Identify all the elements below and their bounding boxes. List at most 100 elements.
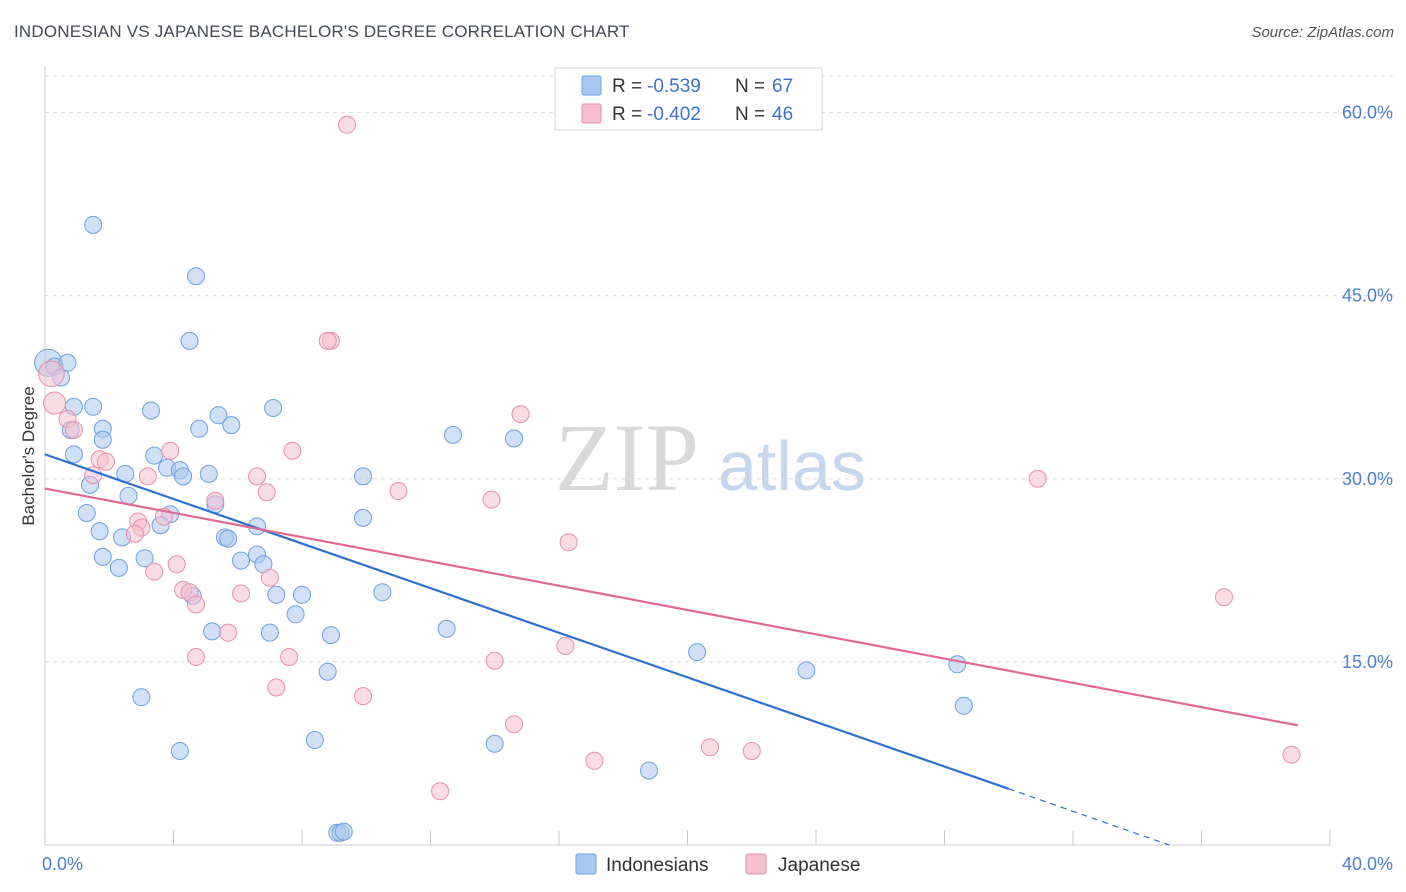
point-japanese-34 — [187, 648, 205, 666]
point-japanese-32 — [219, 623, 238, 642]
series-japanese-points — [38, 115, 1301, 801]
point-japanese-24 — [559, 533, 578, 552]
point-indonesians-44 — [505, 429, 523, 448]
legend-swatch-indonesians — [581, 75, 602, 96]
point-japanese-27 — [260, 568, 279, 587]
chart-title: INDONESIAN VS JAPANESE BACHELOR'S DEGREE… — [14, 22, 630, 41]
point-indonesians-48 — [373, 583, 392, 602]
point-indonesians-57 — [948, 655, 967, 674]
point-japanese-31 — [187, 595, 205, 614]
point-japanese-22 — [125, 524, 144, 543]
trendline-indonesians — [44, 453, 1010, 790]
point-indonesians-49 — [286, 605, 305, 624]
bottom-legend-swatch-indonesians — [575, 853, 597, 875]
ticks — [44, 830, 1331, 845]
point-indonesians-10 — [209, 406, 228, 425]
point-indonesians-9 — [142, 401, 160, 420]
legend-n-label-indonesians: N = — [735, 76, 765, 97]
point-indonesians-27 — [77, 504, 96, 522]
series-indonesians-points — [34, 215, 973, 842]
point-indonesians-42 — [354, 467, 372, 486]
legend-n-value-indonesians: 67 — [772, 76, 793, 97]
point-japanese-42 — [742, 742, 761, 760]
point-japanese-37 — [556, 637, 575, 655]
point-indonesians-34 — [219, 529, 238, 548]
point-indonesians-46 — [267, 585, 286, 604]
point-japanese-1 — [43, 391, 67, 415]
point-indonesians-5 — [187, 267, 205, 286]
point-indonesians-38 — [232, 551, 250, 570]
point-japanese-41 — [701, 738, 719, 757]
point-indonesians-56 — [797, 661, 816, 680]
point-indonesians-6 — [180, 331, 199, 350]
point-indonesians-52 — [321, 626, 340, 645]
point-japanese-11 — [161, 441, 180, 460]
point-indonesians-63 — [640, 761, 658, 780]
tick-labels: 15.0% 30.0% 45.0% 60.0% 0.0% 40.0% — [42, 103, 1393, 874]
watermark-zip: ZIP — [555, 404, 699, 511]
point-indonesians-21 — [174, 467, 193, 486]
legend-r-label-indonesians: R = — [612, 76, 642, 97]
point-japanese-10 — [97, 452, 115, 471]
gridlines — [45, 75, 1393, 663]
point-japanese-17 — [389, 482, 408, 500]
point-indonesians-50 — [203, 622, 222, 641]
legend-r-value-japanese: -0.402 — [647, 104, 701, 125]
legend-r-value-indonesians: -0.539 — [647, 76, 701, 97]
watermark-atlas: atlas — [718, 427, 866, 505]
y-tick-label-2: 45.0% — [1342, 286, 1393, 306]
point-japanese-39 — [354, 687, 372, 706]
y-axis-label: Bachelor's Degree — [19, 386, 38, 525]
point-indonesians-66 — [334, 822, 353, 841]
x-tick-label-start: 0.0% — [42, 854, 83, 874]
point-indonesians-23 — [199, 464, 218, 483]
point-japanese-33 — [1215, 588, 1233, 607]
point-indonesians-4 — [84, 215, 103, 234]
legend-r-label-japanese: R = — [612, 104, 642, 125]
point-japanese-0 — [38, 360, 65, 388]
point-japanese-43 — [585, 751, 604, 770]
point-indonesians-43 — [444, 425, 462, 444]
point-indonesians-12 — [222, 416, 241, 435]
bottom-legend-label-japanese: Japanese — [778, 855, 860, 876]
point-japanese-7 — [511, 405, 530, 424]
point-indonesians-40 — [109, 558, 128, 577]
correlation-legend: R = -0.539 N = 67 R = -0.402 N = 46 — [554, 67, 823, 131]
point-indonesians-53 — [437, 619, 456, 638]
legend-n-label-japanese: N = — [735, 104, 765, 125]
point-japanese-16 — [257, 483, 276, 502]
point-japanese-30 — [232, 584, 250, 603]
y-tick-label-3: 60.0% — [1342, 103, 1393, 123]
trendlines — [44, 453, 1299, 846]
trendline-japanese — [44, 487, 1299, 727]
point-japanese-12 — [138, 467, 157, 486]
point-japanese-15 — [206, 491, 225, 510]
point-japanese-44 — [1282, 745, 1301, 764]
point-japanese-13 — [248, 467, 266, 486]
point-japanese-36 — [485, 651, 504, 670]
point-indonesians-8 — [84, 397, 103, 416]
point-japanese-38 — [267, 678, 286, 697]
point-japanese-45 — [431, 782, 450, 801]
point-indonesians-11 — [264, 399, 283, 417]
point-indonesians-58 — [132, 688, 151, 707]
point-indonesians-47 — [293, 585, 311, 604]
point-indonesians-15 — [93, 430, 112, 449]
point-indonesians-51 — [260, 623, 279, 642]
point-indonesians-41 — [354, 508, 372, 527]
point-indonesians-3 — [58, 353, 77, 372]
point-japanese-26 — [145, 562, 164, 581]
point-indonesians-17 — [145, 446, 164, 465]
point-japanese-35 — [280, 648, 299, 666]
legend-swatch-japanese — [581, 103, 602, 124]
point-indonesians-55 — [318, 662, 337, 681]
point-japanese-18 — [482, 490, 501, 509]
source-label: Source: ZipAtlas.com — [1251, 24, 1394, 41]
point-indonesians-62 — [485, 734, 504, 753]
y-tick-label-1: 30.0% — [1342, 469, 1393, 489]
point-indonesians-60 — [170, 742, 189, 760]
point-indonesians-18 — [64, 445, 83, 464]
y-tick-label-0: 15.0% — [1342, 652, 1393, 672]
point-indonesians-16 — [190, 419, 209, 438]
